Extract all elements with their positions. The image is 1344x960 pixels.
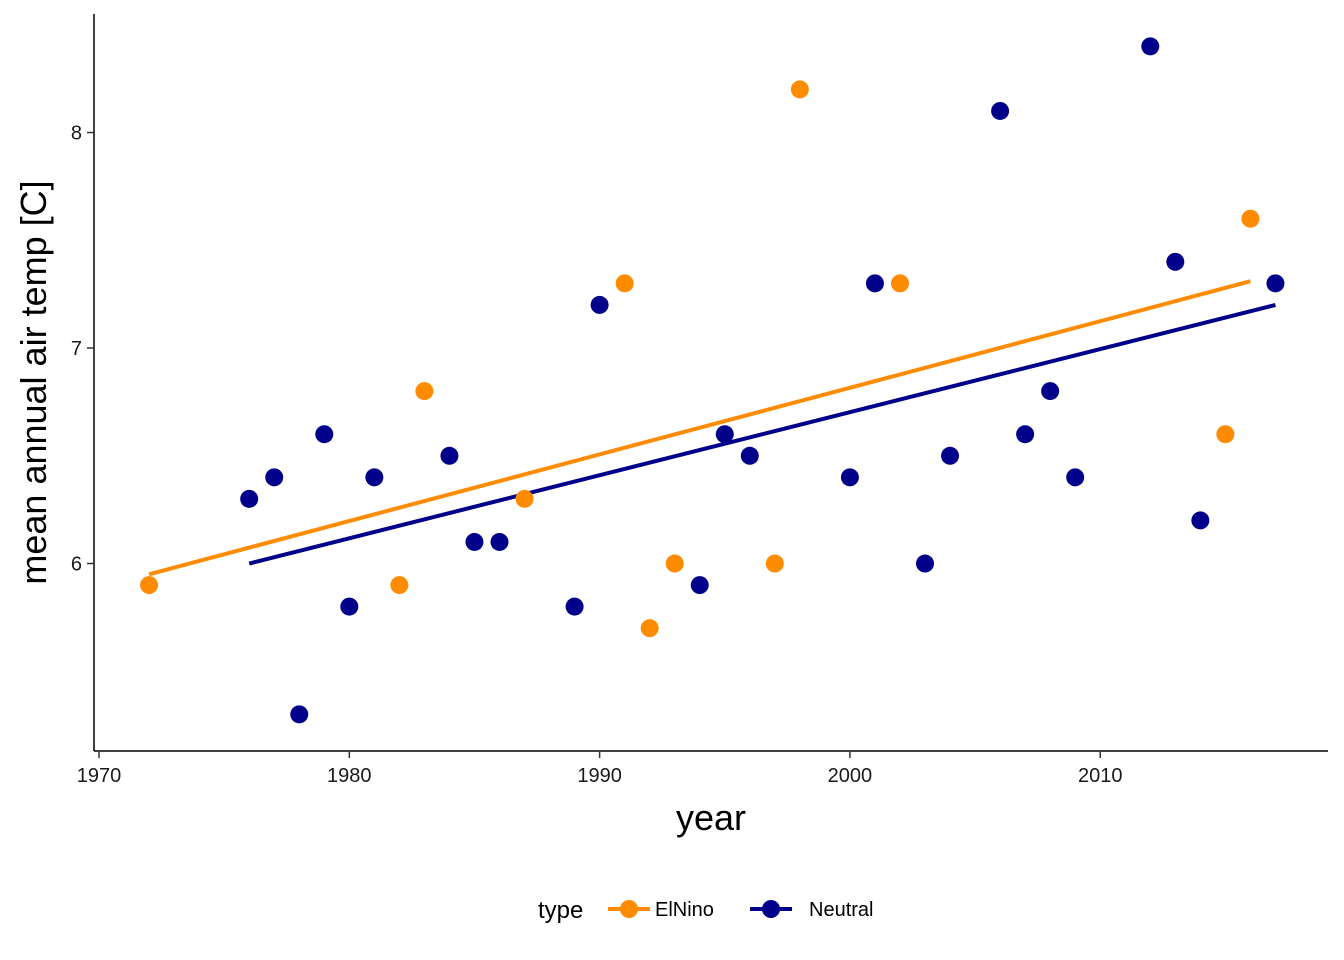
point-neutral <box>265 468 284 487</box>
point-elnino <box>790 80 809 99</box>
point-neutral <box>1016 425 1035 444</box>
point-neutral <box>465 532 484 551</box>
x-tick-label: 1990 <box>577 765 622 787</box>
point-neutral <box>340 597 359 616</box>
point-elnino <box>390 576 409 595</box>
point-neutral <box>590 295 609 314</box>
trend-lines <box>148 279 1276 577</box>
point-neutral <box>315 425 334 444</box>
legend-entries: ElNino Neutral <box>608 899 873 921</box>
y-tick-label: 8 <box>71 123 82 145</box>
legend-label: ElNino <box>655 899 714 921</box>
point-neutral <box>1166 252 1185 271</box>
data-points <box>140 37 1285 724</box>
point-elnino <box>1241 209 1260 228</box>
point-neutral <box>840 468 859 487</box>
point-neutral <box>941 446 960 465</box>
point-elnino <box>615 274 634 293</box>
point-neutral <box>440 446 459 465</box>
y-tick-label: 7 <box>71 338 82 360</box>
point-neutral <box>991 101 1010 120</box>
axes <box>93 14 1328 752</box>
x-tick-label: 2000 <box>828 765 873 787</box>
x-tick-label: 1970 <box>77 765 122 787</box>
point-neutral <box>1041 382 1060 401</box>
point-neutral <box>715 425 734 444</box>
point-neutral <box>1266 274 1285 293</box>
point-neutral <box>1191 511 1210 530</box>
point-neutral <box>240 489 259 508</box>
point-neutral <box>565 597 584 616</box>
legend-key-point <box>620 900 638 918</box>
point-elnino <box>140 576 159 595</box>
point-neutral <box>916 554 935 573</box>
x-axis-title: year <box>676 797 746 838</box>
legend-key-point <box>762 900 780 918</box>
point-neutral <box>690 576 709 595</box>
x-tick-label: 2010 <box>1078 765 1123 787</box>
trend-line-neutral <box>248 302 1276 566</box>
x-tick-label: 1980 <box>327 765 372 787</box>
point-elnino <box>1216 425 1235 444</box>
point-elnino <box>515 489 534 508</box>
point-elnino <box>665 554 684 573</box>
point-neutral <box>365 468 384 487</box>
point-neutral <box>490 532 509 551</box>
legend-entry-elnino: ElNino <box>608 899 714 921</box>
y-axis-title: mean annual air temp [C] <box>13 180 54 584</box>
y-tick-label: 6 <box>71 554 82 576</box>
point-neutral <box>1066 468 1085 487</box>
legend-entry-neutral: Neutral <box>750 899 873 921</box>
point-neutral <box>290 705 309 724</box>
y-axis-ticks: 6 7 8 <box>71 123 94 576</box>
x-axis-ticks: 1970 1980 1990 2000 2010 <box>77 751 1123 787</box>
point-elnino <box>640 619 659 638</box>
point-neutral <box>865 274 884 293</box>
legend: type ElNino Neutral <box>538 897 873 924</box>
point-elnino <box>765 554 784 573</box>
trend-line-elnino <box>148 279 1251 577</box>
point-neutral <box>740 446 759 465</box>
point-neutral <box>1141 37 1160 56</box>
legend-title: type <box>538 897 583 924</box>
point-elnino <box>415 382 434 401</box>
legend-label: Neutral <box>809 899 873 921</box>
point-elnino <box>890 274 909 293</box>
